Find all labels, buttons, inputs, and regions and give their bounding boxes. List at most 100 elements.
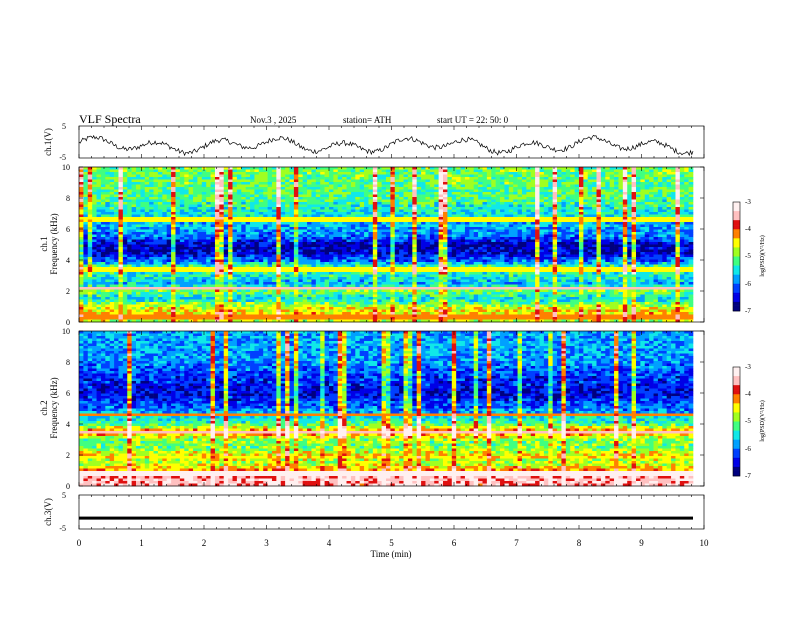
spectrogram-cell [110, 175, 115, 178]
spectrogram-cell [193, 170, 198, 173]
spectrogram-cell [320, 215, 325, 218]
spectrogram-cell [360, 237, 365, 240]
spectrogram-cell [561, 190, 566, 193]
spectrogram-cell [452, 185, 457, 188]
spectrogram-cell [347, 167, 352, 170]
spectrogram-cell [636, 167, 641, 170]
spectrogram-cell [88, 170, 93, 173]
spectrogram-cell [645, 215, 650, 218]
spectrogram-cell [513, 185, 518, 188]
spectrogram-cell [553, 235, 558, 238]
spectrogram-cell [500, 185, 505, 188]
spectrogram-cell [491, 210, 496, 213]
spectrogram-cell [285, 252, 290, 255]
spectrogram-cell [355, 212, 360, 215]
spectrogram-cell [294, 192, 299, 195]
spectrogram-cell [566, 220, 571, 223]
spectrogram-cell [110, 185, 115, 188]
spectrogram-cell [496, 230, 501, 233]
spectrogram-cell [276, 212, 281, 215]
spectrogram-cell [254, 200, 259, 203]
spectrogram-cell [180, 185, 185, 188]
spectrogram-cell [219, 217, 224, 220]
spectrogram-cell [439, 220, 444, 223]
spectrogram-cell [504, 245, 509, 248]
spectrogram-cell [675, 192, 680, 195]
spectrogram-cell [351, 222, 356, 225]
spectrogram-cell [114, 212, 119, 215]
spectrogram-cell [456, 230, 461, 233]
spectrogram-cell [408, 220, 413, 223]
spectrogram-cell [241, 227, 246, 230]
spectrogram-cell [140, 210, 145, 213]
spectrogram-cell [83, 232, 88, 235]
spectrogram-cell [588, 195, 593, 198]
spectrogram-cell [386, 210, 391, 213]
spectrogram-cell [92, 182, 97, 185]
spectrogram-cell [443, 180, 448, 183]
spectrogram-cell [303, 215, 308, 218]
spectrogram-cell [640, 210, 645, 213]
spectrogram-cell [373, 170, 378, 173]
spectrogram-cell [605, 185, 610, 188]
spectrogram-cell [233, 252, 238, 255]
spectrogram-cell [566, 190, 571, 193]
spectrogram-cell [79, 180, 84, 183]
spectrogram-cell [570, 247, 575, 250]
spectrogram-cell [614, 187, 619, 190]
spectrogram-cell [632, 230, 637, 233]
spectrogram-cell [285, 212, 290, 215]
spectrogram-cell [377, 232, 382, 235]
spectrogram-cell [215, 232, 220, 235]
spectrogram-cell [110, 250, 115, 253]
spectrogram-cell [430, 215, 435, 218]
spectrogram-cell [268, 245, 273, 248]
spectrogram-cell [513, 225, 518, 228]
spectrogram-cell [557, 200, 562, 203]
spectrogram-cell [320, 197, 325, 200]
spectrogram-cell [421, 215, 426, 218]
spectrogram-cell [268, 222, 273, 225]
spectrogram-cell [342, 187, 347, 190]
spectrogram-cell [303, 192, 308, 195]
spectrogram-cell [500, 197, 505, 200]
spectrogram-cell [689, 182, 694, 185]
spectrogram-cell [557, 195, 562, 198]
spectrogram-cell [649, 230, 654, 233]
spectrogram-cell [684, 210, 689, 213]
spectrogram-cell [285, 210, 290, 213]
spectrogram-cell [434, 225, 439, 228]
spectrogram-cell [680, 210, 685, 213]
spectrogram-cell [189, 167, 194, 170]
spectrogram-cell [544, 212, 549, 215]
spectrogram-cell [333, 225, 338, 228]
start-time-label: start UT = 22: 50: 0 [437, 115, 509, 125]
spectrogram-cell [215, 220, 220, 223]
spectrogram-cell [540, 240, 545, 243]
spectrogram-cell [180, 205, 185, 208]
spectrogram-cell [263, 222, 268, 225]
spectrogram-cell [197, 185, 202, 188]
spectrogram-cell [522, 180, 527, 183]
spectrogram-cell [171, 200, 176, 203]
spectrogram-cell [285, 202, 290, 205]
spectrogram-cell [158, 242, 163, 245]
spectrogram-cell [671, 192, 676, 195]
spectrogram-cell [118, 197, 123, 200]
spectrogram-cell [548, 170, 553, 173]
spectrogram-cell [386, 230, 391, 233]
spectrogram-cell [404, 187, 409, 190]
spectrogram-cell [254, 202, 259, 205]
spectrogram-cell [303, 207, 308, 210]
spectrogram-cell [557, 172, 562, 175]
spectrogram-cell [662, 180, 667, 183]
spectrogram-cell [268, 240, 273, 243]
spectrogram-cell [202, 220, 207, 223]
spectrogram-cell [154, 237, 159, 240]
spectrogram-cell [553, 172, 558, 175]
spectrogram-cell [88, 175, 93, 178]
spectrogram-cell [105, 212, 110, 215]
spectrogram-cell [294, 245, 299, 248]
spectrogram-cell [491, 200, 496, 203]
spectrogram-cell [294, 180, 299, 183]
